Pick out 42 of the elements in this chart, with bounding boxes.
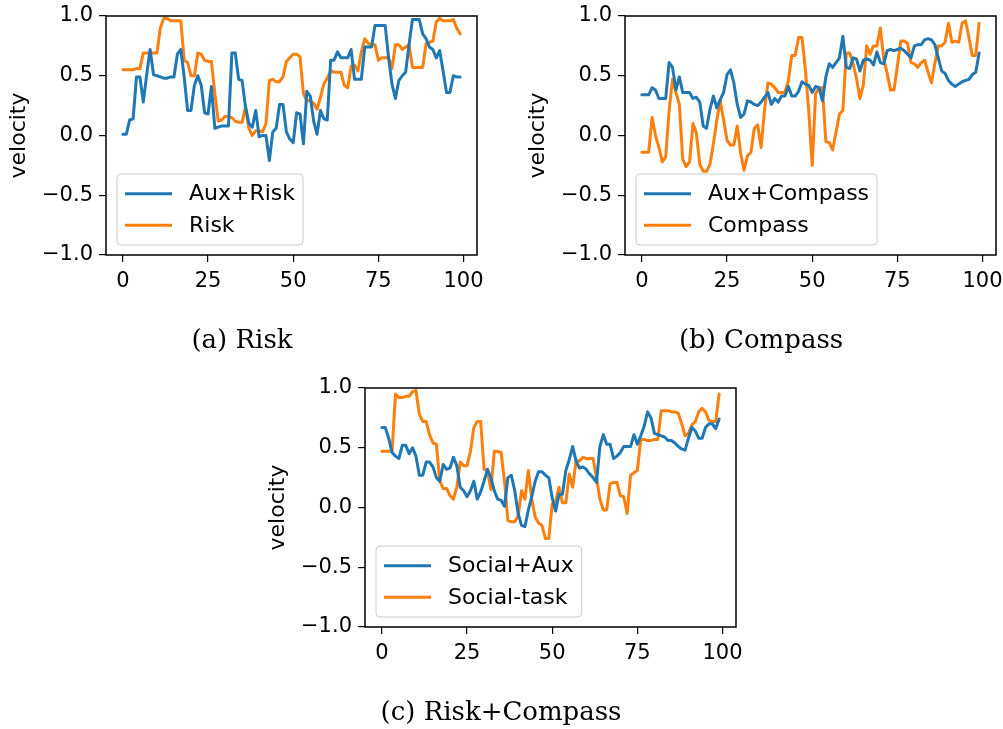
y-axis-title: velocity <box>4 92 30 179</box>
y-tick-label: 0.5 <box>59 62 93 87</box>
y-tick-label: −1.0 <box>561 241 612 266</box>
y-tick-label: −0.5 <box>42 181 93 206</box>
text: (c) Risk+Compass <box>379 695 623 728</box>
x-tick-label: 75 <box>365 268 392 293</box>
y-tick-label: 0.5 <box>578 62 612 87</box>
legend-label: Aux+Risk <box>189 180 296 206</box>
x-tick-label: 25 <box>453 640 481 665</box>
x-tick-label: 50 <box>538 640 566 665</box>
text: (a) Risk <box>190 323 294 356</box>
y-tick-label: 0.0 <box>318 493 352 518</box>
y-tick-label: 0.0 <box>59 121 93 146</box>
legend-label: Social+Aux <box>448 552 574 578</box>
y-tick-label: −1.0 <box>42 241 93 266</box>
x-tick-label: 75 <box>884 268 911 293</box>
y-tick-label: 1.0 <box>318 374 352 399</box>
y-axis-title: velocity <box>523 92 549 179</box>
legend-label: Risk <box>189 211 235 237</box>
x-tick-label: 50 <box>798 268 826 293</box>
y-tick-label: −0.5 <box>561 181 612 206</box>
x-tick-label: 100 <box>962 268 1003 293</box>
x-tick-label: 25 <box>713 268 741 293</box>
x-tick-label: 75 <box>624 640 651 665</box>
x-tick-label: 0 <box>635 268 649 293</box>
text: (b) Compass <box>677 323 845 356</box>
y-tick-label: 0.5 <box>318 434 352 459</box>
legend-label: Social-task <box>448 583 568 609</box>
y-tick-label: 1.0 <box>59 2 93 27</box>
x-tick-label: 0 <box>375 640 389 665</box>
x-tick-label: 25 <box>194 268 222 293</box>
x-tick-label: 0 <box>116 268 130 293</box>
x-tick-label: 100 <box>443 268 484 293</box>
legend-label: Compass <box>708 211 809 237</box>
legend-label: Aux+Compass <box>708 180 870 206</box>
x-tick-label: 50 <box>279 268 307 293</box>
x-tick-label: 100 <box>702 640 743 665</box>
y-tick-label: −0.5 <box>301 553 352 578</box>
y-tick-label: 0.0 <box>578 121 612 146</box>
y-axis-title: velocity <box>263 464 289 551</box>
y-tick-label: −1.0 <box>301 613 352 638</box>
y-tick-label: 1.0 <box>578 2 612 27</box>
